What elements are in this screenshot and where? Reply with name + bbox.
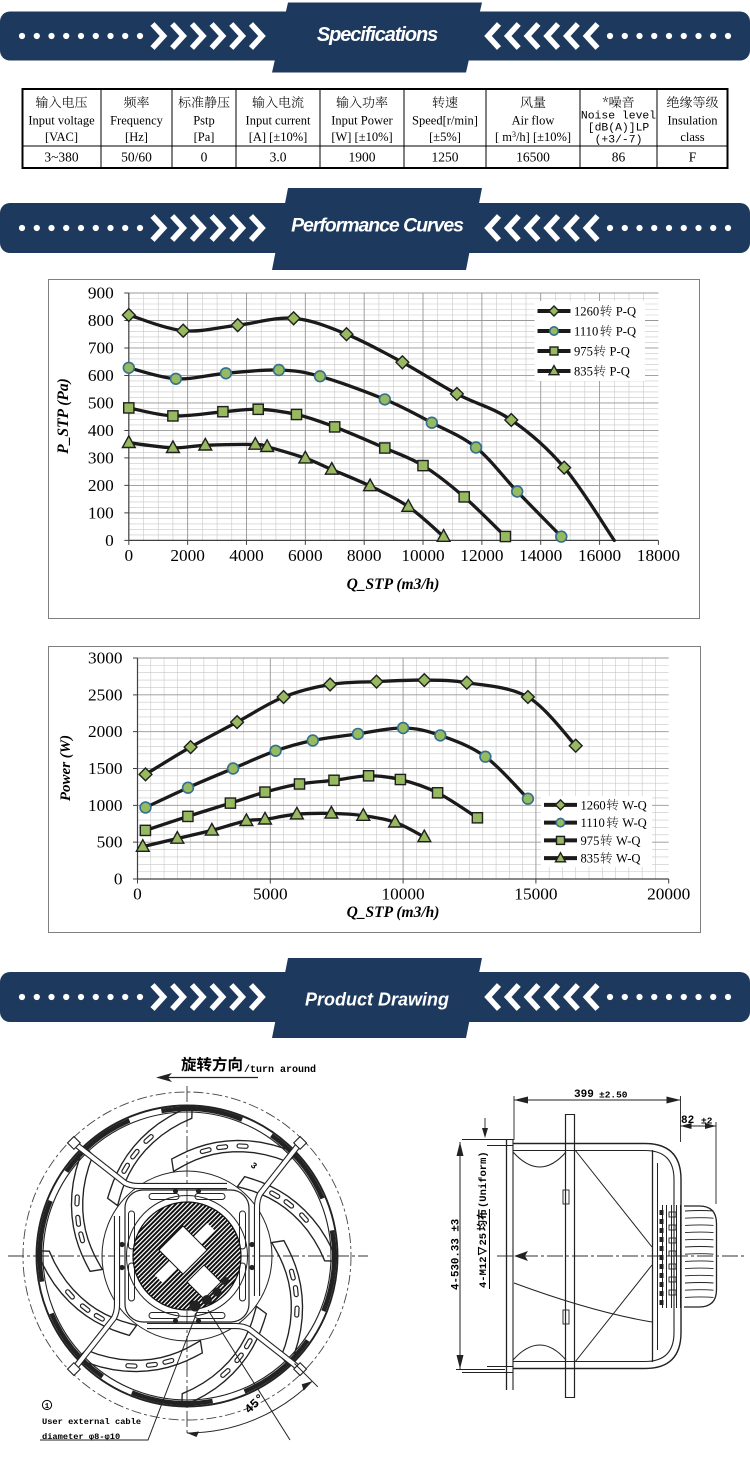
svg-text:86: 86 xyxy=(612,150,626,165)
svg-text:Input current: Input current xyxy=(246,114,311,128)
svg-text:6000: 6000 xyxy=(288,546,323,565)
svg-text:835: 835 xyxy=(581,852,600,866)
svg-text:class: class xyxy=(680,130,704,144)
svg-text:400: 400 xyxy=(88,421,114,440)
svg-text:4000: 4000 xyxy=(229,546,264,565)
svg-text:[A] [±10%]: [A] [±10%] xyxy=(249,130,308,144)
svg-text:Pstp: Pstp xyxy=(193,114,215,128)
svg-text:1110: 1110 xyxy=(574,325,598,339)
svg-text:399: 399 xyxy=(574,1089,594,1101)
svg-text:/turn around: /turn around xyxy=(244,1064,316,1076)
svg-text:2500: 2500 xyxy=(88,685,123,704)
svg-text:(Uniform): (Uniform) xyxy=(478,1151,490,1208)
svg-text:10000: 10000 xyxy=(381,885,424,904)
svg-text:16000: 16000 xyxy=(578,546,621,565)
svg-text:P-Q: P-Q xyxy=(616,325,636,339)
svg-text:[±5%]: [±5%] xyxy=(429,130,461,144)
svg-text:Noise level: Noise level xyxy=(581,111,656,123)
svg-text:Q_STP (m3/h): Q_STP (m3/h) xyxy=(347,576,440,593)
svg-text:F: F xyxy=(689,150,697,165)
svg-text:P-Q: P-Q xyxy=(610,345,630,359)
svg-text:W-Q: W-Q xyxy=(616,852,640,866)
svg-text:W-Q: W-Q xyxy=(622,798,646,812)
svg-text:User external cable: User external cable xyxy=(42,1417,141,1427)
svg-text:1250: 1250 xyxy=(432,150,459,165)
svg-text:4-530.33 ±3: 4-530.33 ±3 xyxy=(451,1219,463,1290)
svg-text:[VAC]: [VAC] xyxy=(45,130,78,144)
svg-text:20000: 20000 xyxy=(647,885,690,904)
svg-text:50/60: 50/60 xyxy=(121,150,152,165)
svg-text:0: 0 xyxy=(114,870,123,889)
svg-text:500: 500 xyxy=(97,833,123,852)
svg-text:500: 500 xyxy=(88,394,114,413)
svg-text:3: 3 xyxy=(248,1161,259,1172)
svg-text:200: 200 xyxy=(88,476,114,495)
svg-text:700: 700 xyxy=(88,339,114,358)
svg-text:[dB(A)]LP: [dB(A)]LP xyxy=(588,123,650,135)
svg-text:1110: 1110 xyxy=(581,816,605,830)
svg-text:3.0: 3.0 xyxy=(270,150,287,165)
svg-text:Input voltage: Input voltage xyxy=(28,114,95,128)
svg-text:1900: 1900 xyxy=(349,150,376,165)
svg-text:[W] [±10%]: [W] [±10%] xyxy=(331,130,392,144)
svg-text:12000: 12000 xyxy=(460,546,503,565)
svg-text:0: 0 xyxy=(133,885,142,904)
svg-text:diameter φ8-φ10: diameter φ8-φ10 xyxy=(42,1432,120,1442)
svg-text:18000: 18000 xyxy=(637,546,680,565)
svg-text:W-Q: W-Q xyxy=(616,834,640,848)
svg-text:(+3/-7): (+3/-7) xyxy=(595,135,643,147)
svg-text:1260: 1260 xyxy=(574,305,599,319)
svg-text:14000: 14000 xyxy=(519,546,562,565)
svg-text:25: 25 xyxy=(478,1233,490,1246)
svg-text:1260: 1260 xyxy=(581,798,606,812)
svg-text:P-Q: P-Q xyxy=(616,305,636,319)
svg-text:975: 975 xyxy=(574,345,593,359)
svg-text:1: 1 xyxy=(45,1403,50,1411)
svg-text:W-Q: W-Q xyxy=(622,816,646,830)
svg-text:0: 0 xyxy=(105,531,114,550)
svg-text:4-M12: 4-M12 xyxy=(478,1256,490,1288)
svg-text:8000: 8000 xyxy=(347,546,382,565)
svg-text:975: 975 xyxy=(581,834,600,848)
svg-text:±2: ±2 xyxy=(701,1116,713,1127)
svg-text:0: 0 xyxy=(124,546,133,565)
svg-text:600: 600 xyxy=(88,366,114,385)
svg-text:Q_STP (m3/h): Q_STP (m3/h) xyxy=(347,904,440,921)
svg-text:[Pa]: [Pa] xyxy=(194,130,215,144)
svg-text:3~380: 3~380 xyxy=(44,150,79,165)
svg-text:5000: 5000 xyxy=(253,885,288,904)
svg-text:Performance Curves: Performance Curves xyxy=(291,214,464,236)
svg-text:1000: 1000 xyxy=(88,796,123,815)
svg-text:16500: 16500 xyxy=(516,150,550,165)
svg-text:Power (W): Power (W) xyxy=(58,735,74,801)
svg-text:Product Drawing: Product Drawing xyxy=(305,990,449,1010)
svg-text:100: 100 xyxy=(88,503,114,522)
svg-text:P-Q: P-Q xyxy=(610,365,630,379)
svg-text:Frequency: Frequency xyxy=(110,114,164,128)
svg-text:900: 900 xyxy=(88,284,114,303)
svg-text:±2.50: ±2.50 xyxy=(599,1090,628,1101)
svg-text:300: 300 xyxy=(88,448,114,467)
svg-text:[Hz]: [Hz] xyxy=(125,130,148,144)
svg-text:0: 0 xyxy=(201,150,208,165)
svg-text:Insulation: Insulation xyxy=(668,114,719,128)
svg-text:Specifications: Specifications xyxy=(317,24,438,46)
svg-text:Speed[r/min]: Speed[r/min] xyxy=(412,114,478,128)
svg-text:2000: 2000 xyxy=(170,546,205,565)
svg-text:10000: 10000 xyxy=(401,546,444,565)
svg-text:835: 835 xyxy=(574,365,593,379)
svg-text:1500: 1500 xyxy=(88,759,123,778)
svg-text:2000: 2000 xyxy=(88,722,123,741)
svg-text:82: 82 xyxy=(681,1115,694,1127)
svg-text:15000: 15000 xyxy=(514,885,557,904)
svg-text:P_STP (Pa): P_STP (Pa) xyxy=(55,378,72,454)
svg-text:Input Power: Input Power xyxy=(331,114,393,128)
svg-text:Air flow: Air flow xyxy=(512,114,555,128)
svg-text:3000: 3000 xyxy=(88,649,123,668)
svg-text:800: 800 xyxy=(88,311,114,330)
